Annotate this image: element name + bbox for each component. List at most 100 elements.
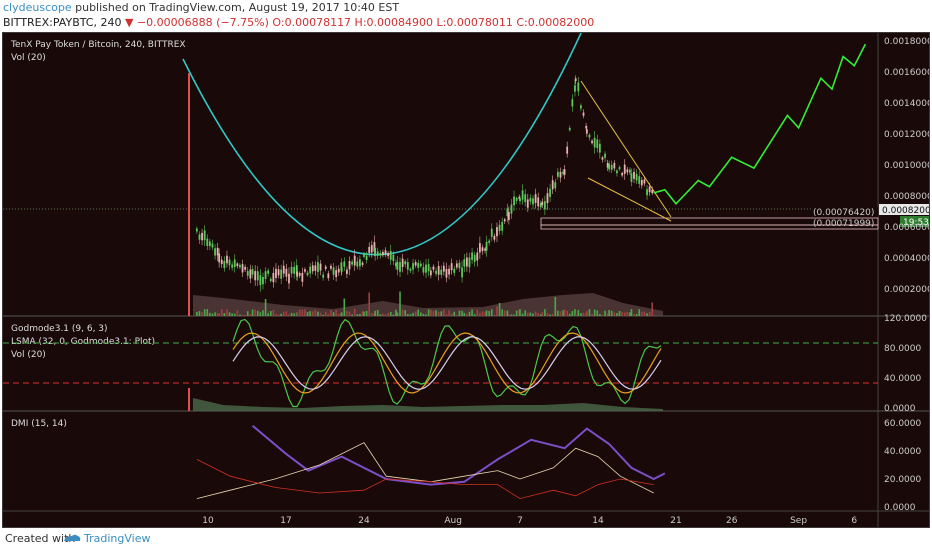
down-arrow-icon: ▼ xyxy=(124,16,134,29)
volume-bar xyxy=(468,311,471,316)
volume-bar xyxy=(317,311,319,316)
volume-bar xyxy=(214,312,216,316)
candle-body xyxy=(481,247,484,252)
volume-bar xyxy=(384,314,387,316)
volume-bar xyxy=(239,314,241,316)
volume-bar xyxy=(440,311,443,316)
tradingview-link[interactable]: TradingView xyxy=(84,532,151,545)
volume-bar xyxy=(633,314,635,316)
volume-bar xyxy=(346,310,348,316)
candle-body xyxy=(432,266,435,270)
candle-body xyxy=(404,261,407,265)
volume-bar xyxy=(643,311,646,316)
candle-body xyxy=(220,259,223,264)
volume-bar xyxy=(409,314,412,316)
candle-body xyxy=(332,267,335,275)
volume-bar xyxy=(618,311,621,316)
volume-bar xyxy=(280,313,282,316)
candle-body xyxy=(541,201,544,206)
candle-body xyxy=(510,204,513,214)
volume-bar xyxy=(453,311,456,316)
volume-bar xyxy=(256,310,259,316)
author-link[interactable]: clydeuscope xyxy=(3,1,72,14)
volume-bar xyxy=(534,311,537,316)
volume-bar xyxy=(395,309,397,316)
candle-body xyxy=(604,153,606,158)
volume-bar xyxy=(616,313,618,316)
main-y-tick: 0.00020000 xyxy=(884,285,930,295)
volume-bar xyxy=(244,314,246,316)
candle-body xyxy=(206,238,209,246)
wedge-lower xyxy=(587,177,672,222)
volume-bar xyxy=(580,313,582,316)
chart-area[interactable]: TenX Pay Token / Bitcoin, 240, BITTREX V… xyxy=(2,32,930,528)
candle-body xyxy=(233,259,236,268)
candle-body xyxy=(563,169,566,175)
candle-body xyxy=(239,264,241,268)
created-with-label: Created with xyxy=(5,532,76,545)
volume-bar xyxy=(209,312,211,316)
volume-bar xyxy=(427,309,430,316)
countdown-badge: 19:53 xyxy=(903,218,929,228)
x-tick: 21 xyxy=(670,516,681,526)
volume-bar xyxy=(471,309,473,316)
candle-body xyxy=(543,201,546,210)
candle-body xyxy=(356,261,359,267)
candle-body xyxy=(211,243,214,248)
candle-body xyxy=(585,126,588,129)
volume-bar xyxy=(527,312,529,316)
candle-body xyxy=(580,105,582,109)
volume-bar xyxy=(563,309,566,316)
volume-bar xyxy=(456,314,458,316)
candle-body xyxy=(537,197,540,207)
candle-body xyxy=(468,257,471,268)
candle-body xyxy=(437,265,440,275)
volume-bar xyxy=(461,310,463,316)
volume-bar xyxy=(293,313,295,316)
candle-body xyxy=(301,272,304,282)
volume-bar xyxy=(448,310,450,316)
candle-body xyxy=(249,269,252,279)
candle-body xyxy=(216,247,219,256)
candle-body xyxy=(556,171,559,177)
candle-body xyxy=(304,269,306,272)
volume-bar xyxy=(508,314,510,316)
candle-body xyxy=(348,261,351,270)
candle-body xyxy=(298,273,301,276)
candle-body xyxy=(478,243,481,253)
volume-bar xyxy=(206,309,209,316)
candle-body xyxy=(613,162,616,169)
main-y-tick: 0.00160000 xyxy=(884,68,930,78)
volume-bar xyxy=(198,311,201,316)
volume-bar xyxy=(503,310,506,316)
candle-body xyxy=(574,78,577,82)
candle-body xyxy=(618,167,621,170)
volume-bar xyxy=(319,312,322,316)
volume-bar xyxy=(586,311,588,316)
volume-bar xyxy=(521,313,524,316)
candle-body xyxy=(493,235,496,240)
volume-bar xyxy=(343,298,346,316)
candle-body xyxy=(549,188,551,197)
volume-bar xyxy=(513,314,515,316)
candle-body xyxy=(269,278,272,282)
candle-body xyxy=(455,263,458,268)
volume-bar xyxy=(450,313,453,316)
candle-body xyxy=(368,246,371,253)
candle-body xyxy=(521,190,524,200)
volume-bar xyxy=(220,309,223,316)
volume-bar xyxy=(463,312,466,316)
volume-bar xyxy=(231,313,233,316)
candle-body xyxy=(471,252,473,260)
volume-bar xyxy=(324,311,327,316)
oscillator-lines xyxy=(232,318,662,408)
candle-body xyxy=(633,171,635,179)
candle-body xyxy=(476,252,479,261)
volume-bar xyxy=(267,313,269,316)
candle-body xyxy=(596,139,599,149)
volume-bar xyxy=(340,312,343,316)
candle-body xyxy=(259,275,262,286)
osc-pane-vol: Vol (20) xyxy=(11,350,46,360)
candle-body xyxy=(340,267,343,273)
volume-bar xyxy=(601,314,604,316)
